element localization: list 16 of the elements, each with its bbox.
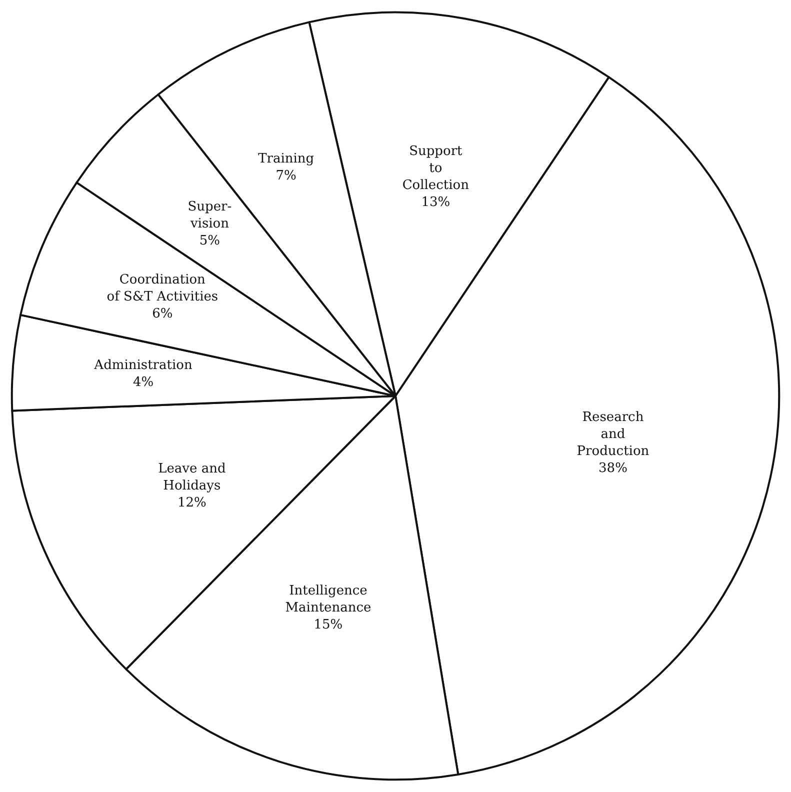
data-label: 5% <box>199 233 220 248</box>
slice-label: Coordination of S&T Activities <box>106 272 218 305</box>
data-label: 6% <box>152 306 173 322</box>
slice-label: Support to Collection <box>402 144 470 194</box>
slice-label: Training <box>258 152 314 167</box>
data-label: 4% <box>132 374 154 390</box>
data-label: 7% <box>276 168 296 184</box>
data-label: 15% <box>314 618 343 633</box>
slice-label: Administration <box>93 358 193 373</box>
data-label: 13% <box>421 195 450 210</box>
data-label: 38% <box>598 461 628 476</box>
slice-label: Intelligence Maintenance <box>285 584 372 616</box>
slice-label: Super- vision <box>188 199 232 232</box>
slice-label: Leave and Holidays <box>158 461 226 494</box>
slice-label: Research and Production <box>576 410 650 460</box>
data-label: 12% <box>177 495 206 510</box>
